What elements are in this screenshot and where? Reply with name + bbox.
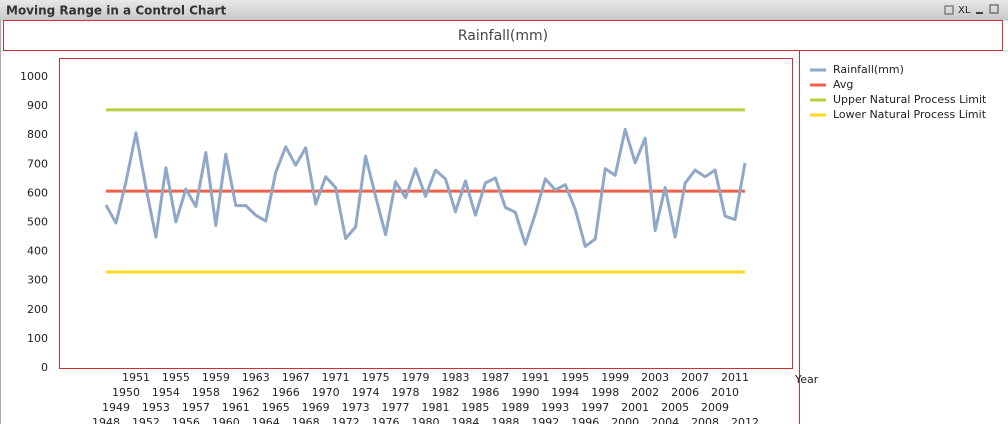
x-tick-label: 1958	[192, 386, 220, 399]
y-tick-label: 200	[27, 303, 48, 316]
chart-title: Rainfall(mm)	[458, 28, 548, 44]
x-tick-label: 2002	[631, 386, 659, 399]
x-tick-label: 1952	[132, 416, 160, 424]
x-tick-label: 1998	[591, 386, 619, 399]
x-tick-label: 2008	[691, 416, 719, 424]
y-tick-label: 1000	[20, 70, 48, 83]
y-tick-label: 500	[27, 216, 48, 229]
maximize-icon[interactable]	[989, 4, 999, 14]
x-tick-label: 1961	[222, 401, 250, 414]
x-tick-label: 1988	[491, 416, 519, 424]
x-tick-label: 1975	[362, 371, 390, 384]
x-tick-label: 2012	[731, 416, 759, 424]
x-tick-label: 2004	[651, 416, 679, 424]
x-tick-label: 1964	[252, 416, 280, 424]
x-tick-label: 1969	[302, 401, 330, 414]
x-tick-label: 1956	[172, 416, 200, 424]
legend-label: Avg	[833, 78, 853, 91]
x-tick-label: 1957	[182, 401, 210, 414]
x-tick-label: 1994	[551, 386, 579, 399]
x-tick-label: 2009	[701, 401, 729, 414]
x-tick-label: 1954	[152, 386, 180, 399]
x-tick-label: 1951	[122, 371, 150, 384]
x-tick-label: 1993	[541, 401, 569, 414]
x-tick-label: 2006	[671, 386, 699, 399]
y-tick-label: 800	[27, 128, 48, 141]
x-tick-label: 1972	[332, 416, 360, 424]
x-tick-label: 1983	[441, 371, 469, 384]
x-tick-label: 1990	[511, 386, 539, 399]
x-tick-label: 1979	[402, 371, 430, 384]
x-tick-label: 1987	[481, 371, 509, 384]
y-tick-label: 400	[27, 245, 48, 258]
y-tick-label: 300	[27, 274, 48, 287]
x-tick-label: 1967	[282, 371, 310, 384]
title-box	[3, 20, 1003, 51]
x-tick-label: 2007	[681, 371, 709, 384]
x-tick-label: 2005	[661, 401, 689, 414]
legend-label: Rainfall(mm)	[833, 63, 904, 76]
x-tick-label: 1949	[102, 401, 130, 414]
x-tick-label: 2000	[611, 416, 639, 424]
y-tick-label: 600	[27, 186, 48, 199]
x-tick-label: 1960	[212, 416, 240, 424]
x-tick-label: 1971	[322, 371, 350, 384]
x-tick-label: 1991	[521, 371, 549, 384]
x-tick-label: 1981	[421, 401, 449, 414]
window-title: Moving Range in a Control Chart	[6, 4, 226, 18]
x-tick-label: 1959	[202, 371, 230, 384]
x-tick-label: 1973	[342, 401, 370, 414]
x-tick-label: 2010	[711, 386, 739, 399]
x-tick-label: 1955	[162, 371, 190, 384]
legend-label: Upper Natural Process Limit	[833, 93, 987, 106]
y-tick-label: 700	[27, 157, 48, 170]
x-tick-label: 1977	[382, 401, 410, 414]
x-tick-label: 1985	[461, 401, 489, 414]
x-tick-label: 1948	[92, 416, 120, 424]
x-tick-label: 1976	[372, 416, 400, 424]
x-tick-label: 1950	[112, 386, 140, 399]
x-tick-label: 1974	[352, 386, 380, 399]
x-tick-label: 1995	[561, 371, 589, 384]
x-tick-label: 2003	[641, 371, 669, 384]
x-tick-label: 1978	[392, 386, 420, 399]
x-tick-label: 1992	[531, 416, 559, 424]
excel-icon[interactable]: XL	[958, 5, 971, 16]
x-tick-label: 1997	[581, 401, 609, 414]
x-tick-label: 1970	[312, 386, 340, 399]
x-tick-label: 1953	[142, 401, 170, 414]
x-tick-label: 2011	[721, 371, 749, 384]
minimize-icon[interactable]	[976, 12, 983, 14]
x-tick-label: 1982	[431, 386, 459, 399]
x-tick-label: 1968	[292, 416, 320, 424]
x-tick-label: 1962	[232, 386, 260, 399]
x-tick-label: 1980	[412, 416, 440, 424]
print-icon[interactable]	[944, 5, 954, 15]
x-tick-label: 1999	[601, 371, 629, 384]
title-bar	[0, 0, 1008, 20]
x-tick-label: 1996	[571, 416, 599, 424]
plot-frame	[59, 58, 793, 369]
x-tick-label: 1965	[262, 401, 290, 414]
x-tick-label: 1984	[451, 416, 479, 424]
x-tick-label: 2001	[621, 401, 649, 414]
legend-label: Lower Natural Process Limit	[833, 108, 987, 121]
y-tick-label: 900	[27, 99, 48, 112]
x-tick-label: 1989	[501, 401, 529, 414]
data-line	[104, 127, 747, 248]
x-tick-label: 1966	[272, 386, 300, 399]
y-tick-label: 0	[41, 361, 48, 374]
x-tick-label: 1986	[471, 386, 499, 399]
y-tick-label: 100	[27, 332, 48, 345]
x-tick-label: 1963	[242, 371, 270, 384]
x-axis-label: Year	[794, 373, 819, 386]
